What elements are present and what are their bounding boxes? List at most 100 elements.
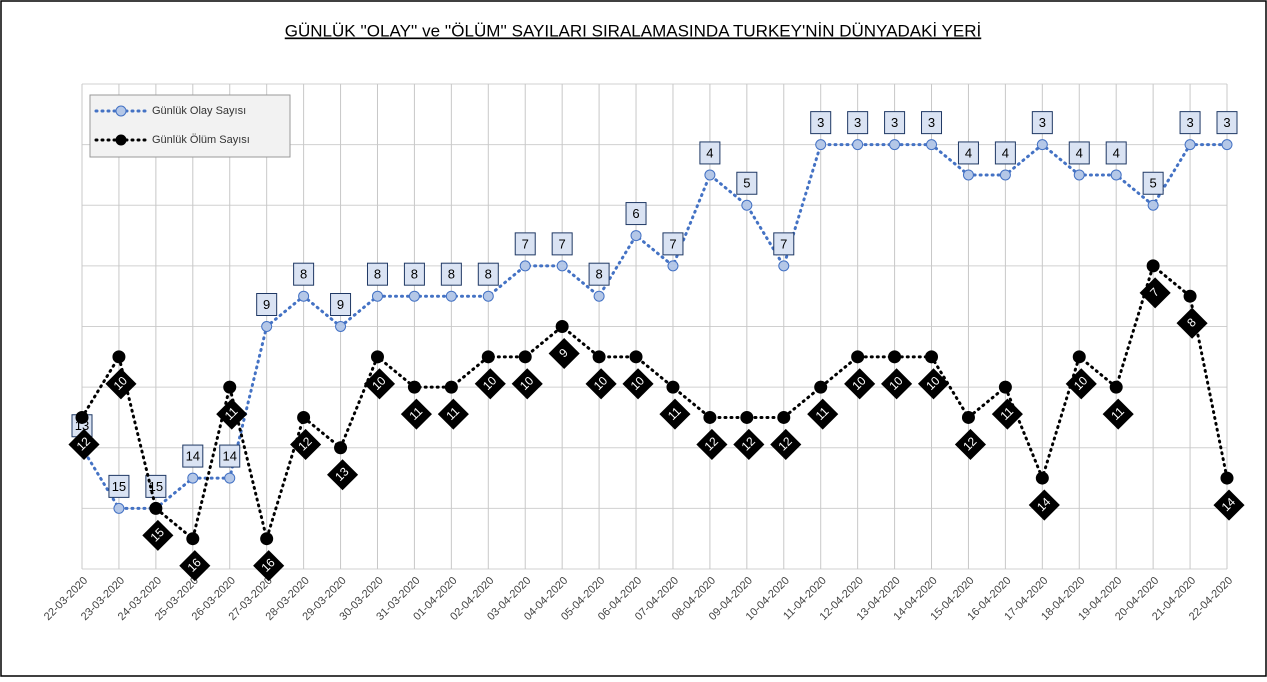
data-label: 4: [965, 145, 972, 160]
legend-box: [89, 94, 291, 158]
label-diamond: [68, 428, 100, 460]
label-box: [514, 232, 536, 256]
label-box: [1031, 111, 1053, 135]
label-box: [773, 232, 795, 256]
label-box: [662, 232, 684, 256]
data-label: 15: [149, 479, 163, 494]
data-label: 7: [780, 236, 787, 251]
label-diamond: [1176, 307, 1208, 339]
point: [371, 290, 383, 302]
point: [187, 472, 199, 484]
point: [999, 169, 1011, 181]
point: [814, 380, 828, 394]
label-diamond: [326, 459, 359, 491]
point: [445, 290, 457, 302]
chart-title: GÜNLÜK ''OLAY'' ve ''ÖLÜM'' SAYILARI SIR…: [285, 21, 982, 40]
data-label: 3: [928, 115, 935, 130]
data-label: 8: [448, 267, 455, 282]
point: [113, 502, 125, 514]
data-label: 8: [595, 267, 602, 282]
label-diamond: [400, 398, 432, 430]
data-label: 4: [1076, 145, 1083, 160]
data-label: 3: [1186, 115, 1193, 130]
point: [556, 260, 568, 272]
point: [481, 350, 495, 364]
label-diamond: [622, 368, 654, 400]
label-box: [625, 202, 647, 226]
label-diamond: [1102, 398, 1134, 430]
point: [592, 350, 606, 364]
point: [261, 321, 273, 332]
point: [593, 290, 605, 302]
point: [815, 139, 827, 151]
label-diamond: [216, 398, 248, 430]
point: [1146, 259, 1160, 273]
point: [1221, 139, 1233, 151]
data-label: 5: [1150, 176, 1157, 191]
label-box: [366, 262, 388, 286]
label-box: [957, 141, 979, 165]
point: [260, 532, 274, 546]
point: [1035, 471, 1049, 485]
label-diamond: [991, 398, 1023, 430]
point: [629, 350, 643, 364]
point: [1147, 199, 1159, 211]
label-diamond: [585, 368, 617, 400]
point: [186, 532, 200, 546]
point: [334, 441, 348, 455]
label-diamond: [807, 398, 839, 430]
point: [223, 380, 237, 394]
point: [666, 380, 680, 394]
label-diamond: [290, 428, 322, 460]
data-label: 4: [1113, 145, 1120, 160]
point: [224, 472, 236, 484]
point: [889, 139, 901, 151]
label-diamond: [881, 368, 913, 400]
label-diamond: [1065, 368, 1097, 400]
label-box: [810, 111, 832, 135]
label-box: [403, 262, 425, 286]
data-label: 9: [337, 297, 344, 312]
data-label: 14: [223, 449, 237, 464]
label-box: [108, 474, 130, 498]
label-box: [921, 111, 943, 135]
point: [1073, 169, 1085, 181]
label-diamond: [770, 428, 802, 460]
label-box: [699, 141, 721, 165]
label-box: [219, 444, 241, 468]
point: [298, 290, 310, 302]
label-diamond: [474, 368, 506, 400]
point: [482, 290, 494, 302]
legend-label: Günlük Olay Sayısı: [152, 105, 246, 117]
data-label: 3: [817, 115, 824, 130]
label-diamond: [659, 398, 691, 430]
label-diamond: [105, 368, 137, 400]
point: [335, 321, 347, 332]
label-box: [477, 262, 499, 286]
point: [408, 290, 420, 302]
label-box: [1068, 141, 1090, 165]
label-box: [884, 111, 906, 135]
legend-label: Günlük Ölüm Sayısı: [152, 134, 250, 146]
point: [149, 501, 163, 515]
point: [961, 410, 975, 424]
point: [1220, 471, 1234, 485]
label-box: [551, 232, 573, 256]
label-diamond: [696, 428, 728, 460]
point: [1036, 139, 1048, 151]
point: [444, 380, 458, 394]
label-box: [1105, 141, 1127, 165]
label-box: [293, 262, 315, 286]
point: [851, 350, 865, 364]
series-line: [80, 263, 1229, 545]
point: [518, 350, 532, 364]
data-label: 3: [1039, 115, 1046, 130]
label-box: [182, 444, 204, 468]
point: [112, 350, 126, 364]
data-label: 8: [300, 267, 307, 282]
point: [630, 230, 642, 242]
point: [297, 410, 311, 424]
point: [740, 410, 754, 424]
data-label: 3: [891, 115, 898, 130]
